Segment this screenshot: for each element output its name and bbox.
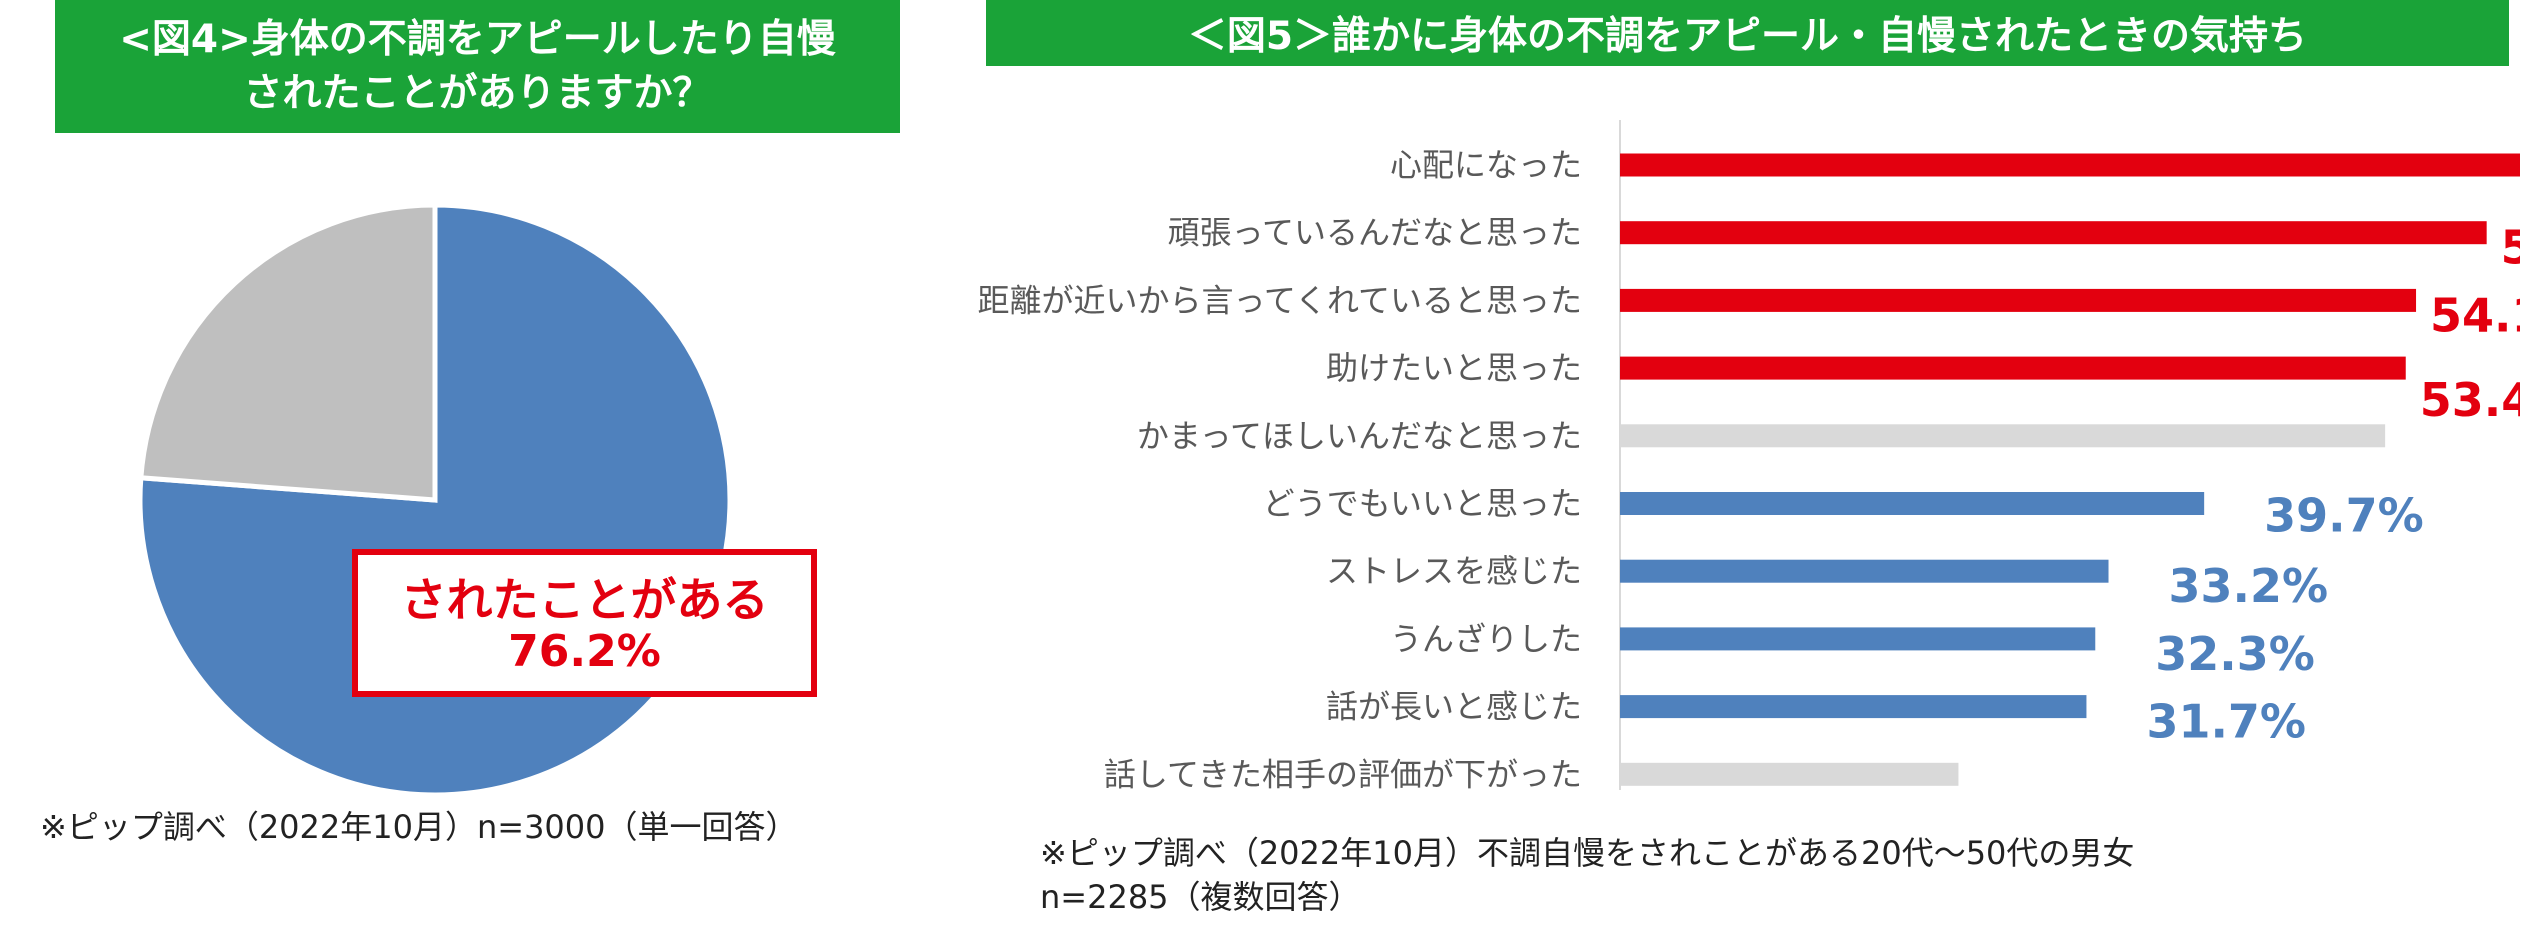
bar-0 (1620, 153, 2520, 177)
figure4-title-banner: <図4>身体の不調をアピールしたり自慢 されたことがありますか？ (55, 0, 900, 133)
category-label-6: ストレスを感じた (1326, 552, 1582, 590)
bar-8 (1620, 695, 2087, 719)
pie-callout: されたことがある 76.2% (352, 549, 817, 697)
pie-callout-label: されたことがある (400, 573, 769, 627)
figure5-title-banner: ＜図5＞誰かに身体の不調をアピール・自慢されたときの気持ち (986, 0, 2509, 66)
bar-6 (1620, 559, 2109, 583)
category-label-4: かまってほしいんだなと思った (1137, 417, 1582, 455)
value-label-7: 32.3% (2155, 627, 2315, 681)
bar-3 (1620, 356, 2406, 380)
category-label-5: どうでもいいと思った (1263, 485, 1582, 523)
value-label-6: 33.2% (2169, 559, 2329, 613)
bar-2 (1620, 288, 2417, 312)
bar-chart: 心配になった67.5%頑張っているんだなと思った58.9%距離が近いから言ってく… (978, 120, 2520, 790)
figure5-title: ＜図5＞誰かに身体の不調をアピール・自慢されたときの気持ち (1187, 14, 2308, 59)
bar-9 (1620, 762, 1959, 786)
category-label-7: うんざりした (1390, 620, 1582, 658)
category-label-3: 助けたいと思った (1326, 349, 1582, 387)
bar-1 (1620, 221, 2487, 245)
bar-5 (1620, 492, 2205, 515)
pie-callout-value: 76.2% (508, 626, 661, 677)
figure5-source-note-line1: ※ピップ調べ（2022年10月）不調自慢をされことがある20代～50代の男女 (1040, 834, 2135, 872)
value-label-2: 54.1% (2430, 288, 2520, 342)
value-label-8: 31.7% (2146, 695, 2306, 749)
bar-4 (1620, 424, 2386, 448)
value-label-3: 53.4% (2420, 373, 2520, 427)
category-label-2: 距離が近いから言ってくれていると思った (978, 281, 1582, 319)
category-label-8: 話が長いと感じた (1326, 688, 1582, 726)
category-label-0: 心配になった (1390, 146, 1582, 184)
value-label-1: 58.9% (2501, 221, 2520, 275)
value-label-5: 39.7% (2264, 489, 2424, 543)
figure4-title-line2: されたことがありますか？ (243, 70, 712, 116)
figure5-source-note-line2: n=2285（複数回答） (1040, 878, 1361, 916)
category-label-1: 頑張っているんだなと思った (1168, 214, 1582, 252)
figure4-source-note: ※ピップ調べ（2022年10月）n=3000（単一回答） (40, 808, 798, 846)
pie-slice-1 (138, 202, 438, 503)
pie-chart (137, 202, 733, 798)
figure4-title-line1: <図4>身体の不調をアピールしたり自慢 (119, 16, 836, 62)
bar-7 (1620, 627, 2096, 651)
category-label-9: 話してきた相手の評価が下がった (1104, 755, 1582, 790)
